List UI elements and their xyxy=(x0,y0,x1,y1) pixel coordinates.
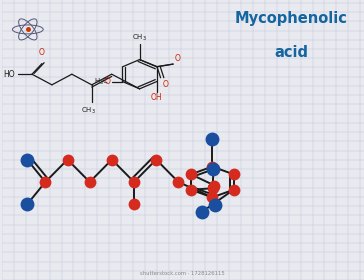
Text: HO: HO xyxy=(3,70,15,79)
Text: CH$_3$: CH$_3$ xyxy=(132,33,147,43)
Text: acid: acid xyxy=(274,45,309,60)
Text: O: O xyxy=(163,80,169,89)
Text: O: O xyxy=(105,77,111,86)
Text: H$_3$C: H$_3$C xyxy=(94,76,109,87)
Text: Mycophenolic: Mycophenolic xyxy=(235,11,348,26)
Text: CH$_3$: CH$_3$ xyxy=(81,106,96,116)
Text: OH: OH xyxy=(151,93,163,102)
Text: shutterstock.com · 1728126115: shutterstock.com · 1728126115 xyxy=(141,271,225,276)
Text: O: O xyxy=(39,48,45,57)
Text: O: O xyxy=(175,54,181,63)
